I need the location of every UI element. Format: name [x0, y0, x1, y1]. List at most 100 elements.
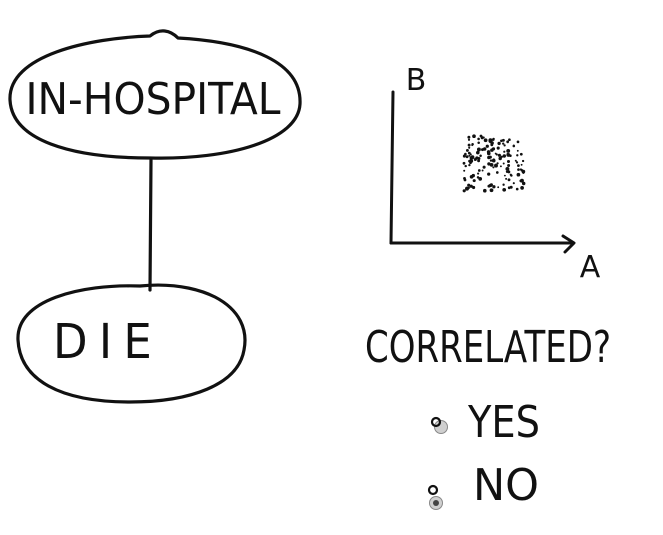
scatter-point — [503, 144, 506, 147]
scatter-point — [492, 138, 495, 141]
scatter-point — [467, 143, 471, 147]
scatter-point — [505, 177, 508, 180]
y-axis-label: B — [406, 63, 427, 98]
option-no[interactable]: NO — [427, 460, 539, 511]
scatter-point — [492, 166, 495, 169]
scatter-point — [467, 135, 471, 139]
scatter-point — [478, 177, 483, 181]
scatter-point — [472, 185, 476, 190]
scatter-point — [502, 142, 505, 145]
x-axis-label: A — [580, 250, 601, 285]
scatter-point — [476, 151, 480, 155]
option-yes[interactable]: YES — [430, 397, 540, 448]
scatter-point — [502, 187, 507, 192]
option-yes-radio[interactable] — [434, 420, 448, 434]
scatter-point — [497, 141, 501, 146]
scatter-point — [522, 171, 525, 174]
node-die-outline — [16, 283, 247, 404]
scatter-point — [502, 183, 505, 186]
scatter-point — [481, 169, 484, 172]
scatter-point — [468, 154, 471, 157]
scatter-point — [515, 161, 519, 164]
scatter-point — [477, 141, 480, 145]
edge-in-hospital-to-die — [148, 158, 153, 292]
scatter-point — [469, 153, 472, 156]
scatter-point — [500, 155, 504, 159]
scatter-point — [517, 168, 520, 171]
scatter-point — [482, 136, 485, 139]
scatter-point — [505, 170, 509, 173]
scatter-point — [470, 155, 475, 160]
scatter-point — [509, 173, 512, 176]
scatter-point — [502, 154, 507, 158]
scatter-point — [463, 169, 466, 172]
scatter-point — [520, 186, 524, 190]
scatter-point — [477, 159, 481, 163]
scatter-point — [492, 159, 496, 163]
scatter-point-cloud — [462, 134, 526, 193]
scatter-point — [507, 178, 511, 182]
node-die-label: DIE — [53, 314, 163, 370]
scatter-point — [483, 138, 488, 143]
scatter-point — [490, 148, 494, 152]
scatter-point — [507, 186, 511, 190]
scatter-point — [468, 159, 471, 163]
scatter-point — [477, 137, 480, 141]
scatter-point — [479, 134, 483, 138]
scatter-point — [488, 138, 493, 143]
scatter-point — [492, 185, 496, 189]
scatter-point — [490, 183, 493, 186]
node-in-hospital-label: IN-HOSPITAL — [26, 74, 281, 125]
scatter-point — [508, 138, 511, 142]
scatter-point — [472, 179, 476, 183]
scatter-point — [479, 154, 482, 157]
node-in-hospital: IN-HOSPITAL — [8, 29, 302, 160]
scatter-point — [496, 162, 499, 165]
scatter-point — [477, 169, 481, 172]
scatter-point — [507, 164, 511, 167]
scatter-point — [471, 142, 474, 146]
scatter-point — [469, 184, 473, 188]
scatter-point — [469, 174, 474, 179]
scatter-point — [496, 146, 500, 150]
scatter-point — [520, 178, 524, 183]
scatter-point — [516, 140, 520, 144]
scatter-point — [507, 170, 511, 174]
option-yes-pen-mark — [430, 416, 442, 428]
scatter-point — [506, 140, 510, 144]
scatter-point — [485, 144, 489, 148]
scatter-point — [521, 181, 526, 186]
scatter-point — [521, 159, 525, 163]
scatter-point — [487, 155, 491, 160]
scatter-point — [477, 172, 480, 175]
scatter-point — [467, 186, 470, 190]
scatter-point — [467, 151, 471, 155]
question-prompt: CORRELATED? — [365, 322, 611, 373]
scatter-point — [464, 164, 467, 168]
scatter-point — [468, 146, 471, 149]
scatter-point — [497, 186, 500, 189]
scatter-point — [490, 143, 494, 147]
scatter-point — [487, 151, 491, 156]
scatter-point — [512, 182, 515, 185]
scatter-point — [516, 154, 519, 157]
scatter-point — [495, 171, 499, 174]
y-axis-line — [389, 90, 395, 245]
scatter-point — [487, 172, 491, 176]
scatter-point — [502, 162, 505, 165]
scatter-point — [520, 163, 523, 166]
scatter-point — [476, 147, 481, 152]
scatter-point — [462, 154, 466, 158]
scatter-point — [517, 164, 520, 167]
scatter-point — [472, 134, 476, 139]
scatter-point — [487, 184, 491, 188]
scatter-point — [519, 168, 522, 171]
node-die: DIE — [16, 283, 247, 404]
scatter-point — [506, 159, 511, 164]
scatter-point — [515, 187, 519, 191]
scatter-point — [482, 165, 486, 169]
scatter-point — [462, 189, 466, 193]
scatter-point — [512, 144, 516, 148]
scatter-point — [467, 183, 471, 187]
